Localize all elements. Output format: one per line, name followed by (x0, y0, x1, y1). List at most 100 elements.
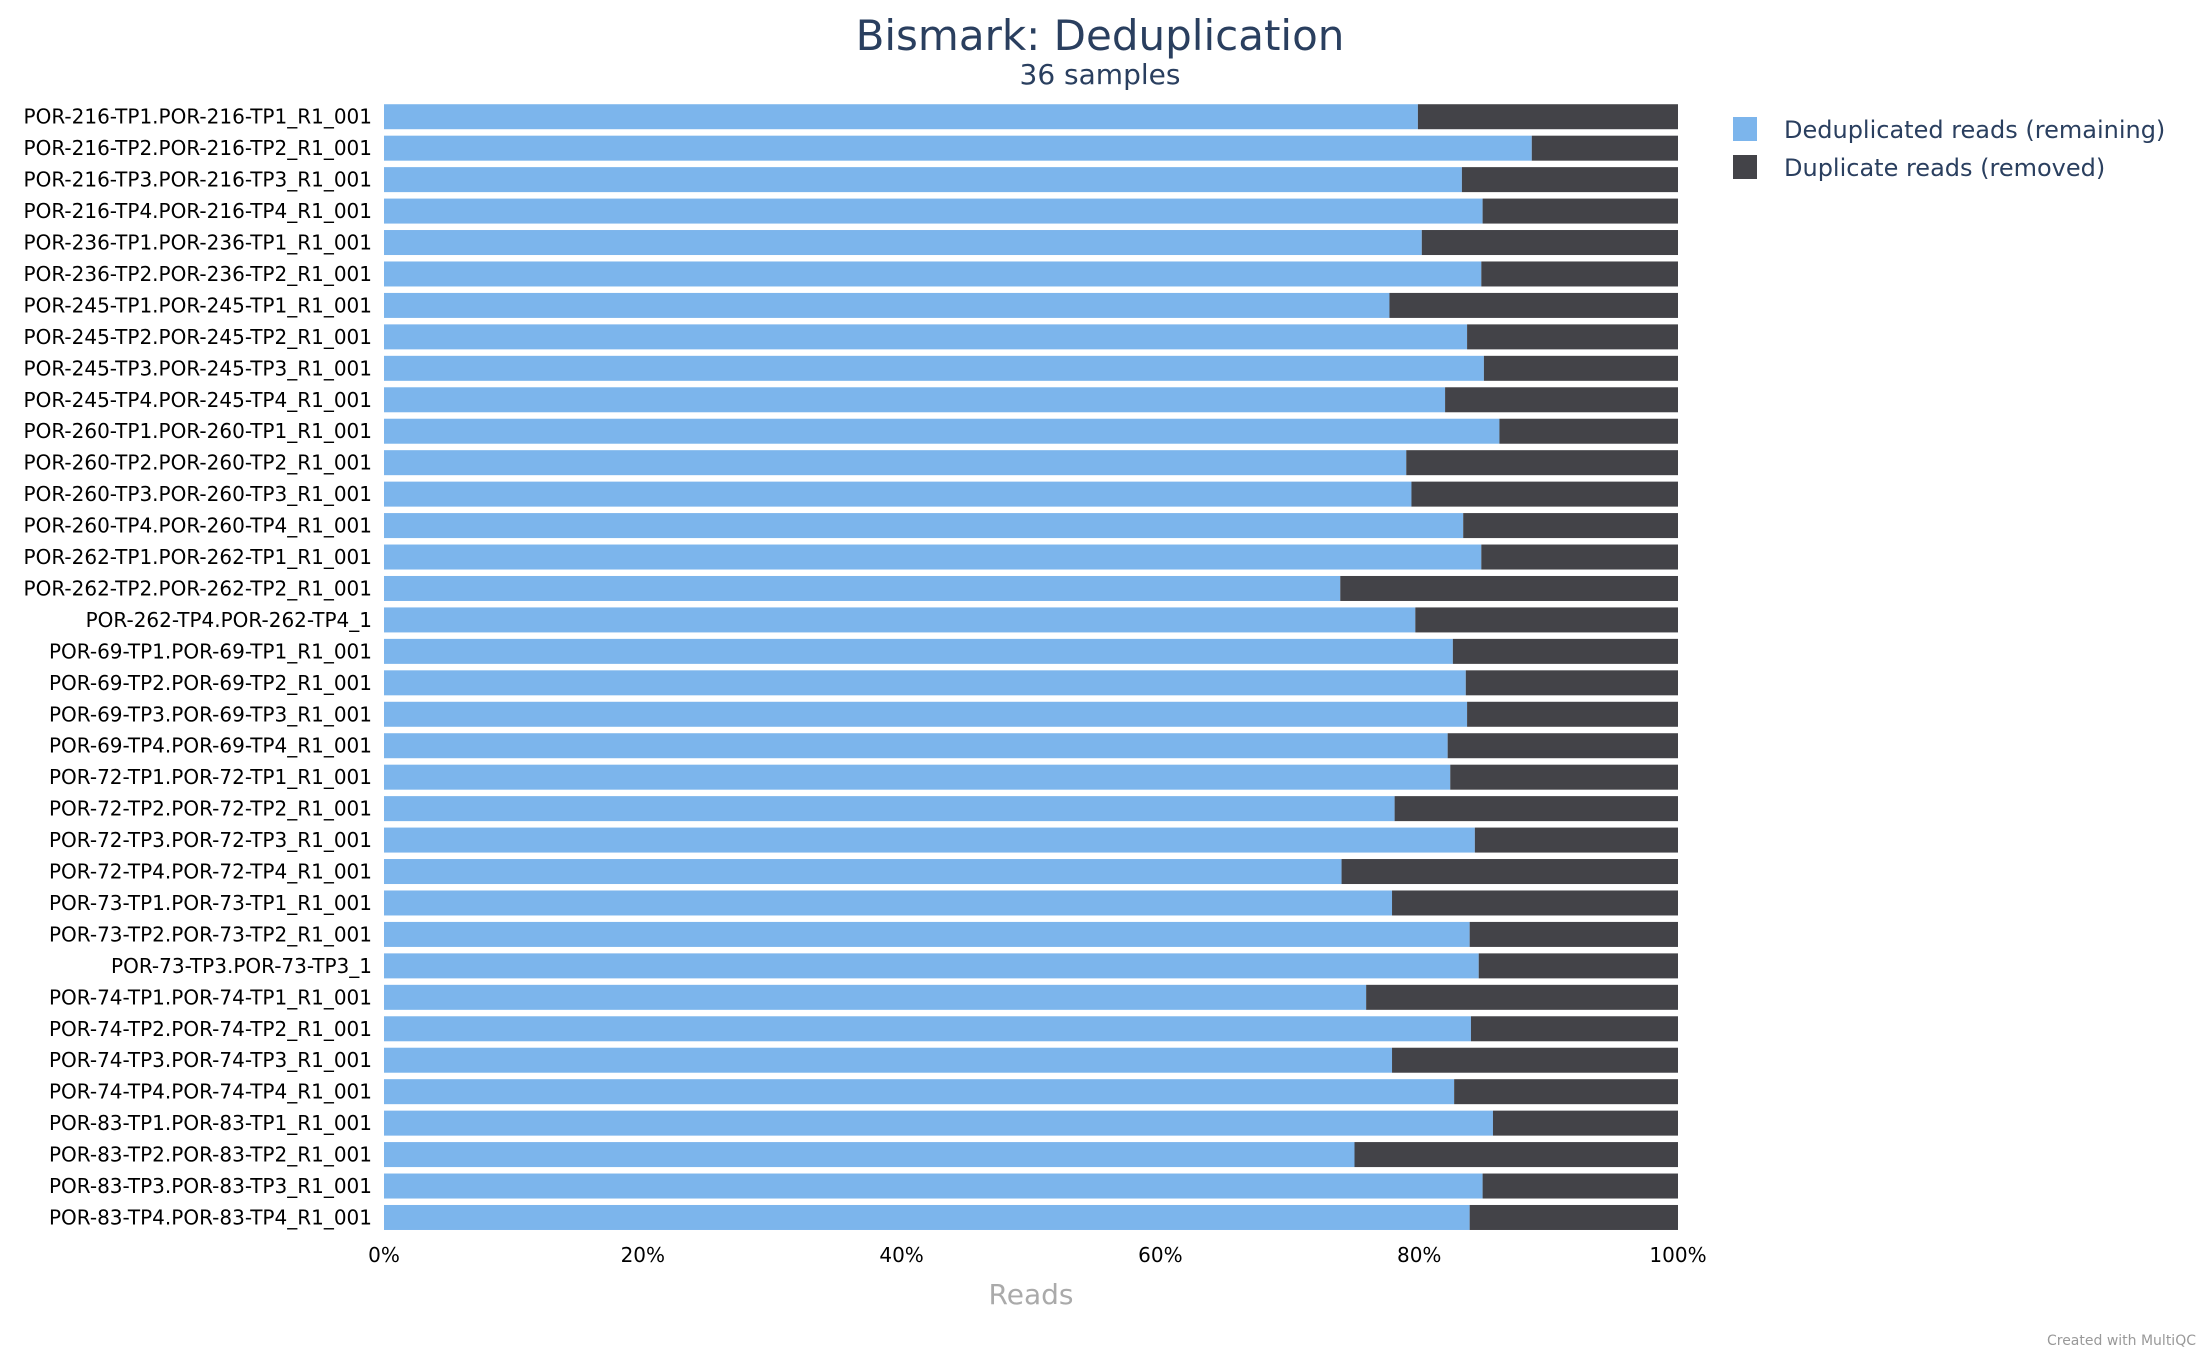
bar-deduplicated[interactable] (384, 324, 1468, 350)
bar-duplicate[interactable] (1341, 859, 1678, 885)
bar-deduplicated[interactable] (384, 355, 1484, 381)
bar-duplicate[interactable] (1467, 701, 1678, 727)
bar-deduplicated[interactable] (384, 450, 1407, 476)
bar-duplicate[interactable] (1469, 921, 1678, 947)
bar-deduplicated[interactable] (384, 1079, 1455, 1105)
legend-swatch-deduplicated (1733, 117, 1757, 141)
y-tick-label: POR-74-TP4.POR-74-TP4_R1_001 (49, 1080, 372, 1104)
bar-deduplicated[interactable] (384, 1142, 1355, 1168)
bar-duplicate[interactable] (1445, 387, 1678, 413)
y-tick-label: POR-262-TP2.POR-262-TP2_R1_001 (24, 576, 372, 600)
bar-duplicate[interactable] (1481, 544, 1678, 570)
bar-duplicate[interactable] (1421, 230, 1678, 256)
y-tick-label: POR-262-TP4.POR-262-TP4_1 (86, 608, 372, 632)
bar-deduplicated[interactable] (384, 670, 1466, 696)
bar-deduplicated[interactable] (384, 1110, 1493, 1136)
y-tick-label: POR-236-TP2.POR-236-TP2_R1_001 (24, 262, 372, 286)
legend-item-duplicate[interactable]: Duplicate reads (removed) (1733, 154, 2105, 182)
y-tick-label: POR-69-TP4.POR-69-TP4_R1_001 (49, 734, 372, 758)
bar-duplicate[interactable] (1406, 450, 1678, 476)
y-tick-label: POR-83-TP4.POR-83-TP4_R1_001 (49, 1205, 372, 1229)
bar-duplicate[interactable] (1499, 418, 1678, 444)
bar-deduplicated[interactable] (384, 387, 1446, 413)
bar-deduplicated[interactable] (384, 292, 1390, 318)
bar-deduplicated[interactable] (384, 513, 1464, 539)
y-tick-label: POR-260-TP3.POR-260-TP3_R1_001 (24, 482, 372, 506)
bar-duplicate[interactable] (1392, 890, 1678, 916)
bar-duplicate[interactable] (1417, 104, 1678, 130)
bar-deduplicated[interactable] (384, 135, 1532, 161)
y-tick-label: POR-73-TP2.POR-73-TP2_R1_001 (49, 922, 372, 946)
bar-duplicate[interactable] (1389, 292, 1678, 318)
bar-duplicate[interactable] (1454, 1079, 1678, 1105)
x-tick-label: 20% (621, 1243, 665, 1267)
credit-text: Created with MultiQC (2047, 1333, 2196, 1349)
y-tick-label: POR-216-TP3.POR-216-TP3_R1_001 (24, 168, 372, 192)
bar-duplicate[interactable] (1483, 355, 1678, 381)
bar-deduplicated[interactable] (384, 607, 1416, 633)
bar-duplicate[interactable] (1465, 670, 1678, 696)
bar-deduplicated[interactable] (384, 953, 1479, 979)
bar-deduplicated[interactable] (384, 827, 1475, 853)
bar-deduplicated[interactable] (384, 575, 1341, 601)
bar-duplicate[interactable] (1470, 1016, 1678, 1042)
bar-deduplicated[interactable] (384, 859, 1342, 885)
bar-deduplicated[interactable] (384, 733, 1448, 759)
bar-deduplicated[interactable] (384, 984, 1367, 1010)
bar-duplicate[interactable] (1461, 167, 1678, 193)
y-tick-label: POR-216-TP1.POR-216-TP1_R1_001 (24, 105, 372, 129)
bar-duplicate[interactable] (1481, 261, 1678, 287)
bar-deduplicated[interactable] (384, 701, 1468, 727)
bar-duplicate[interactable] (1340, 575, 1678, 601)
bar-duplicate[interactable] (1447, 733, 1678, 759)
bar-deduplicated[interactable] (384, 890, 1393, 916)
bar-deduplicated[interactable] (384, 921, 1470, 947)
bar-duplicate[interactable] (1452, 638, 1678, 664)
y-tick-label: POR-260-TP1.POR-260-TP1_R1_001 (24, 419, 372, 443)
bar-deduplicated[interactable] (384, 230, 1422, 256)
bar-duplicate[interactable] (1474, 827, 1678, 853)
bar-duplicate[interactable] (1482, 198, 1678, 224)
y-axis-labels: POR-216-TP1.POR-216-TP1_R1_001 POR-216-TP… (24, 105, 372, 1230)
x-tick-label: 40% (879, 1243, 923, 1267)
bar-duplicate[interactable] (1354, 1142, 1679, 1168)
x-tick-label: 0% (368, 1243, 400, 1267)
bar-deduplicated[interactable] (384, 261, 1482, 287)
bar-deduplicated[interactable] (384, 481, 1412, 507)
legend[interactable]: Deduplicated reads (remaining) Duplicate… (1733, 116, 2165, 182)
bar-duplicate[interactable] (1394, 796, 1678, 822)
y-tick-label: POR-216-TP2.POR-216-TP2_R1_001 (24, 136, 372, 160)
bar-deduplicated[interactable] (384, 418, 1500, 444)
bar-duplicate[interactable] (1531, 135, 1678, 161)
bar-duplicate[interactable] (1467, 324, 1678, 350)
bar-deduplicated[interactable] (384, 544, 1482, 570)
bar-duplicate[interactable] (1366, 984, 1678, 1010)
bar-deduplicated[interactable] (384, 198, 1483, 224)
bar-duplicate[interactable] (1478, 953, 1678, 979)
bar-deduplicated[interactable] (384, 1016, 1471, 1042)
bar-deduplicated[interactable] (384, 1204, 1470, 1230)
bar-duplicate[interactable] (1492, 1110, 1678, 1136)
bar-duplicate[interactable] (1411, 481, 1678, 507)
bar-duplicate[interactable] (1482, 1173, 1678, 1199)
y-tick-label: POR-72-TP4.POR-72-TP4_R1_001 (49, 860, 372, 884)
x-axis-ticks: 0% 20% 40% 60% 80% 100% (368, 1243, 1706, 1267)
legend-item-deduplicated[interactable]: Deduplicated reads (remaining) (1733, 116, 2165, 144)
bar-duplicate[interactable] (1469, 1204, 1678, 1230)
bar-deduplicated[interactable] (384, 796, 1395, 822)
bar-duplicate[interactable] (1450, 764, 1678, 790)
bar-deduplicated[interactable] (384, 638, 1453, 664)
bar-deduplicated[interactable] (384, 104, 1418, 130)
bar-duplicate[interactable] (1415, 607, 1678, 633)
bar-duplicate[interactable] (1463, 513, 1678, 539)
y-tick-label: POR-73-TP1.POR-73-TP1_R1_001 (49, 891, 372, 915)
bar-deduplicated[interactable] (384, 167, 1462, 193)
bar-deduplicated[interactable] (384, 1047, 1393, 1073)
y-tick-label: POR-83-TP3.POR-83-TP3_R1_001 (49, 1174, 372, 1198)
bar-deduplicated[interactable] (384, 1173, 1483, 1199)
bar-deduplicated[interactable] (384, 764, 1451, 790)
bar-duplicate[interactable] (1392, 1047, 1678, 1073)
y-tick-label: POR-72-TP1.POR-72-TP1_R1_001 (49, 765, 372, 789)
